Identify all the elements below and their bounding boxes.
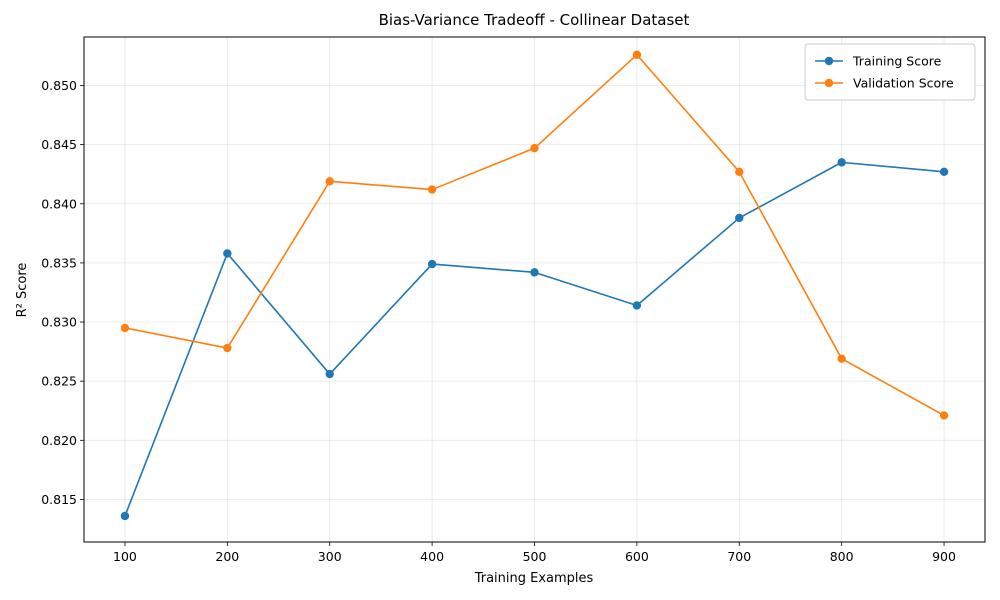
- training-score-point: [223, 249, 232, 258]
- y-tick-label: 0.815: [41, 492, 77, 507]
- series-layer: [120, 50, 949, 521]
- x-tick-label: 500: [523, 549, 547, 564]
- x-tick-label: 800: [830, 549, 854, 564]
- x-tick-label: 900: [932, 549, 956, 564]
- training-score-point: [735, 213, 744, 223]
- validation-score-point: [632, 50, 642, 59]
- training-score-point: [837, 158, 846, 167]
- plot-frame: [83, 36, 986, 543]
- x-axis-title: Training Examples: [474, 571, 594, 586]
- y-tick-label: 0.830: [41, 315, 77, 330]
- x-tick-label: 100: [113, 549, 137, 564]
- axes: 100 200 300 400 500 600 700 800 900 0.815 0.820 0.8…: [41, 78, 956, 564]
- legend: Training Score Validation Score: [804, 43, 976, 101]
- chart-title: Bias-Variance Tradeoff - Collinear Datas…: [379, 11, 690, 29]
- legend-label-training-score: Training Score: [852, 54, 942, 69]
- x-tick-label: 400: [420, 549, 444, 564]
- grid: [84, 37, 985, 542]
- validation-score-point: [735, 167, 744, 177]
- x-tick-label: 600: [625, 549, 649, 564]
- y-tick-label: 0.850: [41, 78, 77, 93]
- validation-score-point: [120, 323, 130, 333]
- validation-score-point: [837, 354, 846, 363]
- y-tick-label: 0.835: [41, 255, 77, 270]
- y-axis-title: R² Score: [15, 263, 30, 318]
- y-tick-label: 0.820: [41, 433, 77, 448]
- validation-score-point: [325, 177, 334, 186]
- training-score-point: [939, 167, 949, 177]
- training-score-point: [325, 369, 334, 379]
- legend-marker-validation-score: [824, 78, 834, 88]
- y-tick-label: 0.825: [41, 374, 77, 389]
- validation-score-point: [223, 343, 232, 353]
- x-tick-label: 200: [215, 549, 239, 564]
- validation-score-point: [939, 411, 949, 420]
- legend-label-validation-score: Validation Score: [853, 76, 954, 91]
- x-tick-label: 700: [727, 549, 751, 564]
- y-tick-label: 0.845: [41, 137, 77, 152]
- y-tick-label: 0.840: [41, 196, 77, 211]
- x-tick-label: 300: [318, 549, 342, 564]
- validation-score-point: [427, 185, 437, 194]
- validation-score-point: [530, 143, 539, 153]
- legend-marker-training-score: [824, 56, 834, 66]
- training-score-point: [632, 301, 642, 310]
- training-score-point: [120, 511, 130, 521]
- legend-box: [804, 43, 976, 101]
- training-score-point: [427, 259, 437, 269]
- training-score-point: [530, 268, 539, 277]
